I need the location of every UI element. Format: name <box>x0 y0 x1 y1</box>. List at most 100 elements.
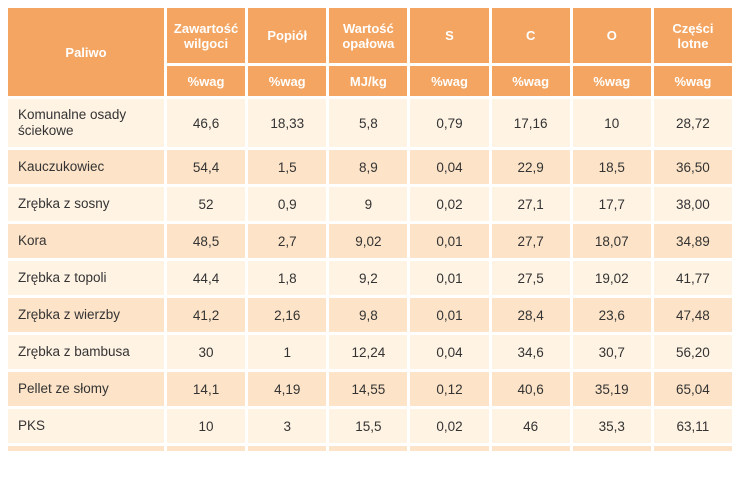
table-cell-empty <box>491 446 570 451</box>
fuel-name: Kauczukowiec <box>8 150 164 184</box>
table-cell: 1 <box>248 335 327 369</box>
table-cell: 47,48 <box>653 298 732 332</box>
table-cell: 4,19 <box>248 372 327 406</box>
table-cell: 0,02 <box>410 187 489 221</box>
table-cell-empty <box>167 446 246 451</box>
table-cell: 28,4 <box>491 298 570 332</box>
table-cell: 14,55 <box>329 372 408 406</box>
table-cell: 34,89 <box>653 224 732 258</box>
table-cell: 2,16 <box>248 298 327 332</box>
table-row: Zrębka z bambusa 30 1 12,24 0,04 34,6 30… <box>8 335 732 369</box>
table-cell: 1,8 <box>248 261 327 295</box>
table-cell: 36,50 <box>653 150 732 184</box>
fuel-properties-table: Paliwo Zawartość wilgoci Popiół Wartość … <box>5 5 735 454</box>
unit-ash: %wag <box>248 66 327 96</box>
header-calorific-value: Wartość opałowa <box>329 8 408 63</box>
table-cell: 9,02 <box>329 224 408 258</box>
table-cell-empty <box>329 446 408 451</box>
table-cell: 0,79 <box>410 99 489 147</box>
header-sulfur: S <box>410 8 489 63</box>
table-cell: 46,6 <box>167 99 246 147</box>
table-cell: 10 <box>572 99 651 147</box>
table-cell: 19,02 <box>572 261 651 295</box>
table-cell: 0,04 <box>410 150 489 184</box>
table-row: Kauczukowiec 54,4 1,5 8,9 0,04 22,9 18,5… <box>8 150 732 184</box>
table-cell-empty <box>8 446 164 451</box>
table-cell: 14,1 <box>167 372 246 406</box>
table-cell: 46 <box>491 409 570 443</box>
unit-volatile-matter: %wag <box>653 66 732 96</box>
table-cell: 56,20 <box>653 335 732 369</box>
table-cell-empty <box>248 446 327 451</box>
table-cell: 0,02 <box>410 409 489 443</box>
table-cell: 27,5 <box>491 261 570 295</box>
unit-moisture: %wag <box>167 66 246 96</box>
table-cell: 17,7 <box>572 187 651 221</box>
table-cell: 18,33 <box>248 99 327 147</box>
unit-carbon: %wag <box>491 66 570 96</box>
table-cell: 27,7 <box>491 224 570 258</box>
table-cell: 1,5 <box>248 150 327 184</box>
unit-row: %wag %wag MJ/kg %wag %wag %wag %wag <box>8 66 732 96</box>
table-cell-empty <box>653 446 732 451</box>
unit-calorific-value: MJ/kg <box>329 66 408 96</box>
fuel-name: Kora <box>8 224 164 258</box>
unit-oxygen: %wag <box>572 66 651 96</box>
header-volatile-matter: Części lotne <box>653 8 732 63</box>
table-row: Zrębka z topoli 44,4 1,8 9,2 0,01 27,5 1… <box>8 261 732 295</box>
table-row: Pellet ze słomy 14,1 4,19 14,55 0,12 40,… <box>8 372 732 406</box>
table-cell: 41,77 <box>653 261 732 295</box>
table-cell: 17,16 <box>491 99 570 147</box>
fuel-name: Zrębka z wierzby <box>8 298 164 332</box>
fuel-name: Komunalne osady ściekowe <box>8 99 164 147</box>
table-cell: 22,9 <box>491 150 570 184</box>
header-oxygen: O <box>572 8 651 63</box>
fuel-properties-table-container: Paliwo Zawartość wilgoci Popiół Wartość … <box>5 5 735 454</box>
table-cell: 34,6 <box>491 335 570 369</box>
table-cell: 0,01 <box>410 261 489 295</box>
table-cell: 0,01 <box>410 298 489 332</box>
table-cell: 35,19 <box>572 372 651 406</box>
table-cell: 0,12 <box>410 372 489 406</box>
table-cell: 10 <box>167 409 246 443</box>
table-cell: 30,7 <box>572 335 651 369</box>
table-row: Kora 48,5 2,7 9,02 0,01 27,7 18,07 34,89 <box>8 224 732 258</box>
fuel-name: Zrębka z sosny <box>8 187 164 221</box>
table-cell: 41,2 <box>167 298 246 332</box>
table-cell: 30 <box>167 335 246 369</box>
table-cell: 0,9 <box>248 187 327 221</box>
fuel-name: Zrębka z topoli <box>8 261 164 295</box>
table-cell: 9 <box>329 187 408 221</box>
table-cell: 0,01 <box>410 224 489 258</box>
table-cell: 3 <box>248 409 327 443</box>
table-cell-empty <box>410 446 489 451</box>
table-row: Komunalne osady ściekowe 46,6 18,33 5,8 … <box>8 99 732 147</box>
header-fuel: Paliwo <box>8 8 164 96</box>
table-row: Zrębka z sosny 52 0,9 9 0,02 27,1 17,7 3… <box>8 187 732 221</box>
table-cell: 5,8 <box>329 99 408 147</box>
table-cell: 9,8 <box>329 298 408 332</box>
table-cell: 38,00 <box>653 187 732 221</box>
table-cell: 35,3 <box>572 409 651 443</box>
table-cell: 27,1 <box>491 187 570 221</box>
table-cell: 23,6 <box>572 298 651 332</box>
table-cell: 63,11 <box>653 409 732 443</box>
table-cell: 9,2 <box>329 261 408 295</box>
table-cell: 18,5 <box>572 150 651 184</box>
fuel-name: PKS <box>8 409 164 443</box>
fuel-name: Pellet ze słomy <box>8 372 164 406</box>
header-moisture: Zawartość wilgoci <box>167 8 246 63</box>
header-carbon: C <box>491 8 570 63</box>
table-cell: 40,6 <box>491 372 570 406</box>
table-row: Zrębka z wierzby 41,2 2,16 9,8 0,01 28,4… <box>8 298 732 332</box>
table-cell: 15,5 <box>329 409 408 443</box>
table-cell: 28,72 <box>653 99 732 147</box>
table-cell: 0,04 <box>410 335 489 369</box>
table-cell: 65,04 <box>653 372 732 406</box>
unit-sulfur: %wag <box>410 66 489 96</box>
fuel-name: Zrębka z bambusa <box>8 335 164 369</box>
table-cell: 2,7 <box>248 224 327 258</box>
table-cell: 54,4 <box>167 150 246 184</box>
table-cell: 18,07 <box>572 224 651 258</box>
table-cell: 44,4 <box>167 261 246 295</box>
